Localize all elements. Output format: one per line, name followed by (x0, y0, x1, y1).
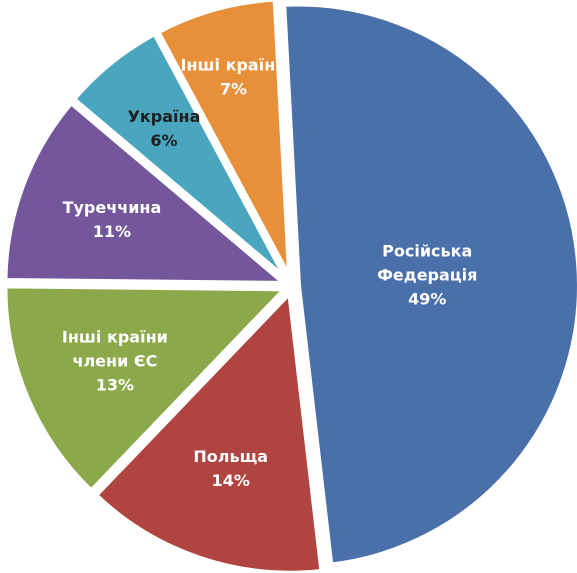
pie-category-label: Інші країни (181, 56, 287, 75)
pie-category-label: Російська (382, 242, 472, 261)
pie-slice-3 (1, 282, 294, 497)
pie-value-label: 49% (408, 290, 446, 309)
pie-slice-2 (90, 285, 326, 573)
pie-label-4: Туреччина 11% (63, 198, 162, 241)
pie-category-label: Польща (193, 447, 268, 466)
pie-category-label: Україна (128, 107, 201, 126)
pie-category-label: члени ЄС (72, 351, 157, 370)
pie-category-label: Туреччина (63, 198, 162, 217)
pie-value-label: 14% (212, 471, 250, 490)
labels-layer: Російська Федерація 49% Польща 14% Інші країн… (62, 56, 477, 491)
pie-label-3: Інші країни члени ЄС 13% (62, 327, 168, 394)
pie-slice-6 (153, 0, 294, 282)
pie-value-label: 11% (93, 222, 131, 241)
pie-label-1: Російська Федерація 49% (377, 242, 477, 309)
pie-category-label: Інші країни (62, 327, 168, 346)
pie-slice-1 (280, 0, 577, 569)
pie-value-label: 6% (150, 131, 177, 150)
pie-category-label: Федерація (377, 266, 477, 285)
pie-value-label: 13% (96, 375, 134, 394)
pie-label-2: Польща 14% (193, 447, 268, 490)
pie-value-label: 7% (220, 80, 247, 99)
pie-label-6: Інші країни 7% (181, 56, 287, 99)
pie-label-5: Україна 6% (128, 107, 201, 150)
pie-slice-4 (1, 97, 295, 287)
